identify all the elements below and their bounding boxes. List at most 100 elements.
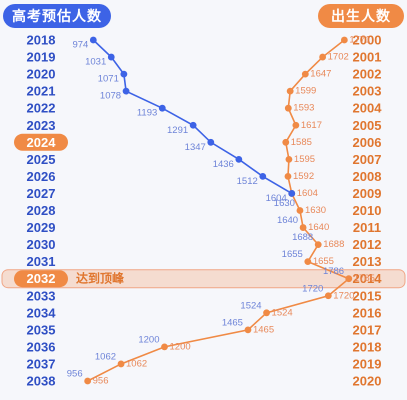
births-data-point <box>284 104 292 112</box>
exam-takers-data-label: 1193 <box>137 108 157 119</box>
left-year-label: 2022 <box>27 101 56 116</box>
right-year-label: 2013 <box>353 254 382 269</box>
exam-takers-data-label: 1604 <box>266 193 287 204</box>
left-year-label: 2035 <box>27 322 56 337</box>
exam-takers-data-label: 1071 <box>98 74 119 85</box>
exam-takers-data-label: 956 <box>67 369 83 380</box>
right-year-label: 2006 <box>353 135 382 150</box>
right-year-label: 2001 <box>353 50 382 65</box>
births-data-point <box>285 155 293 163</box>
exam-takers-data-label: 1291 <box>167 125 188 136</box>
right-year-label: 2020 <box>353 374 382 389</box>
exam-takers-data-point <box>89 36 97 44</box>
left-year-label: 2020 <box>27 67 56 82</box>
exam-takers-data-point <box>107 53 115 61</box>
births-data-label: 1595 <box>294 154 315 165</box>
exam-takers-data-point <box>259 173 267 180</box>
births-data-label: 1630 <box>305 205 326 216</box>
exam-takers-data-label: 1630 <box>274 198 295 209</box>
left-year-label: 2033 <box>27 288 56 303</box>
exam-takers-data-point <box>235 155 243 163</box>
births-data-point <box>117 360 125 368</box>
peak-highlight-band <box>1 269 406 289</box>
births-data-label: 1524 <box>272 307 293 318</box>
exam-takers-data-point <box>207 138 215 146</box>
left-year-label: 2034 <box>27 305 57 320</box>
exam-takers-data-label: 1347 <box>185 142 206 153</box>
births-data-label: 1655 <box>313 256 334 267</box>
right-year-label: 2018 <box>353 339 382 354</box>
exam-takers-data-label: 1200 <box>138 334 159 345</box>
left-year-highlight-pill <box>14 133 68 151</box>
exam-takers-data-label: 1524 <box>240 300 261 311</box>
exam-takers-data-point <box>288 190 296 197</box>
exam-takers-data-point <box>189 121 197 129</box>
births-data-point <box>324 292 332 300</box>
left-year-label: 2031 <box>27 254 56 269</box>
births-data-point <box>286 87 294 95</box>
exam-takers-data-label: 1078 <box>100 91 121 102</box>
births-data-point <box>263 309 270 317</box>
left-year-label: 2028 <box>27 203 56 218</box>
left-year-label: 2030 <box>27 237 56 252</box>
right-year-label: 2007 <box>353 152 382 167</box>
right-year-label: 2008 <box>353 169 382 184</box>
births-data-label: 1585 <box>291 137 312 148</box>
right-year-label: 2014 <box>353 271 383 286</box>
exam-takers-series-line <box>92 39 293 195</box>
births-data-point <box>340 36 348 44</box>
left-year-label: 2021 <box>27 84 56 99</box>
exam-takers-data-label: 1640 <box>277 215 298 226</box>
births-data-point <box>292 121 300 129</box>
births-data-label: 1647 <box>310 69 331 80</box>
exam-takers-data-label: 1786 <box>323 266 344 277</box>
right-year-label: 2002 <box>353 67 382 82</box>
births-data-label: 1617 <box>301 120 322 131</box>
births-data-point <box>284 173 292 180</box>
right-year-label: 2016 <box>353 305 382 320</box>
left-year-label: 2024 <box>27 135 57 150</box>
left-year-label: 2038 <box>27 374 56 389</box>
left-year-highlight-pill <box>14 270 68 288</box>
exam-takers-data-label: 1062 <box>95 351 116 362</box>
right-year-label: 2000 <box>353 33 382 48</box>
exam-takers-data-point <box>122 87 130 95</box>
births-data-label: 1593 <box>293 103 314 114</box>
births-data-point <box>304 258 312 266</box>
exam-takers-data-label: 1031 <box>85 57 106 68</box>
births-label: 出生人数 <box>318 4 404 28</box>
exam-takers-data-label: 1655 <box>282 249 303 260</box>
estimated-exam-takers-label: 高考预估人数 <box>3 4 111 28</box>
exam-takers-data-label: 1720 <box>302 283 323 294</box>
left-year-label: 2025 <box>27 152 56 167</box>
right-year-label: 2019 <box>353 356 382 371</box>
right-year-label: 2010 <box>353 203 382 218</box>
births-data-point <box>299 224 307 231</box>
exam-takers-data-label: 1512 <box>237 176 258 187</box>
left-year-label: 2023 <box>27 118 56 133</box>
left-year-label: 2037 <box>27 356 56 371</box>
births-data-point <box>282 138 290 146</box>
births-data-label: 1604 <box>297 188 318 199</box>
births-data-label: 1592 <box>293 171 314 182</box>
left-year-label: 2027 <box>27 186 56 201</box>
births-data-label: 1688 <box>323 239 344 250</box>
births-data-point <box>244 326 252 334</box>
births-data-point <box>301 70 309 78</box>
births-data-label: 1771 <box>349 35 370 46</box>
left-year-label: 2029 <box>27 220 56 235</box>
right-year-label: 2017 <box>353 322 382 337</box>
left-year-label: 2032 <box>27 271 56 286</box>
exam-takers-data-label: 974 <box>72 40 88 51</box>
births-data-label: 1200 <box>170 341 191 352</box>
births-data-point <box>319 53 327 61</box>
births-data-label: 956 <box>93 376 109 387</box>
exam-takers-data-label: 1436 <box>213 159 234 170</box>
left-year-label: 2019 <box>27 50 56 65</box>
right-year-label: 2011 <box>353 220 381 235</box>
exam-takers-data-point <box>158 104 166 112</box>
births-data-label: 1465 <box>253 324 274 335</box>
births-data-point <box>314 241 322 249</box>
left-year-label: 2036 <box>27 339 56 354</box>
